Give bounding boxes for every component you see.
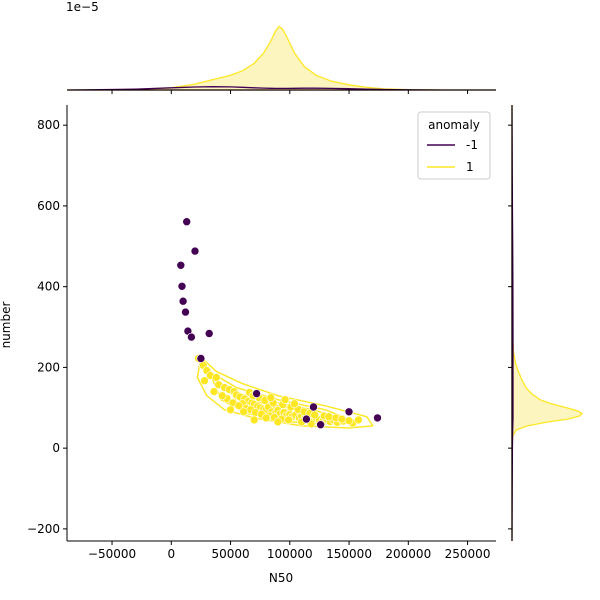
legend-label-neg1: -1: [466, 138, 478, 152]
point-anomaly: [302, 414, 311, 424]
point-anomaly: [187, 332, 196, 342]
y-tick-label: −200: [27, 522, 60, 536]
point-anomaly: [177, 281, 187, 291]
point-normal: [200, 376, 209, 386]
point-normal: [344, 416, 354, 426]
point-anomaly: [344, 407, 354, 417]
point-normal: [234, 401, 244, 411]
x-tick-label: −50000: [88, 547, 136, 561]
point-normal: [249, 415, 259, 425]
point-normal: [239, 407, 248, 417]
offset-label: 1e−5: [66, 0, 99, 14]
y-tick-label: 200: [37, 360, 60, 374]
legend-label-1: 1: [466, 160, 474, 174]
point-anomaly: [176, 260, 186, 270]
x-tick-label: 150000: [326, 547, 372, 561]
point-normal: [226, 405, 235, 415]
y-tick-label: 800: [37, 118, 60, 132]
point-normal: [212, 373, 221, 382]
point-normal: [217, 391, 227, 401]
marginal-x-kde-normal: [67, 25, 496, 91]
y-tick-label: 0: [52, 441, 60, 455]
point-normal: [266, 393, 276, 403]
legend-title: anomaly: [428, 118, 480, 132]
point-anomaly: [178, 296, 188, 306]
point-normal: [284, 415, 293, 425]
point-anomaly: [373, 413, 382, 423]
point-normal: [209, 387, 219, 396]
point-anomaly: [204, 329, 214, 338]
y-axis-label: number: [0, 302, 13, 349]
point-normal: [310, 410, 320, 420]
marginal-y-kde-normal: [511, 105, 583, 541]
x-tick-label: 250000: [445, 547, 491, 561]
y-tick-label: 400: [37, 280, 60, 294]
point-normal: [337, 414, 347, 424]
marginal-x-kde-anomaly: [66, 86, 496, 91]
legend: anomaly -1 1: [417, 111, 491, 180]
point-normal: [261, 413, 271, 423]
point-anomaly: [190, 246, 200, 256]
x-tick-label: 0: [167, 547, 175, 561]
kde-contour-0: [196, 356, 374, 429]
marginal-y-axes: [508, 104, 583, 542]
y-tick-label: 600: [37, 199, 60, 213]
point-normal: [354, 415, 363, 425]
point-normal: [324, 412, 334, 422]
point-anomaly: [181, 307, 190, 317]
point-anomaly: [316, 420, 325, 430]
point-anomaly: [309, 402, 318, 412]
x-tick-label: 200000: [385, 547, 431, 561]
point-normal: [280, 395, 290, 405]
marginal-x-axes: [66, 25, 496, 94]
x-tick-label: 50000: [211, 547, 249, 561]
point-anomaly: [252, 389, 261, 398]
point-anomaly: [196, 354, 206, 363]
x-axis-label: N50: [269, 571, 293, 585]
point-normal: [290, 399, 299, 409]
point-normal: [273, 417, 283, 427]
x-tick-label: 100000: [267, 547, 313, 561]
marginal-y-kde-anomaly: [511, 104, 514, 542]
point-anomaly: [182, 217, 191, 226]
